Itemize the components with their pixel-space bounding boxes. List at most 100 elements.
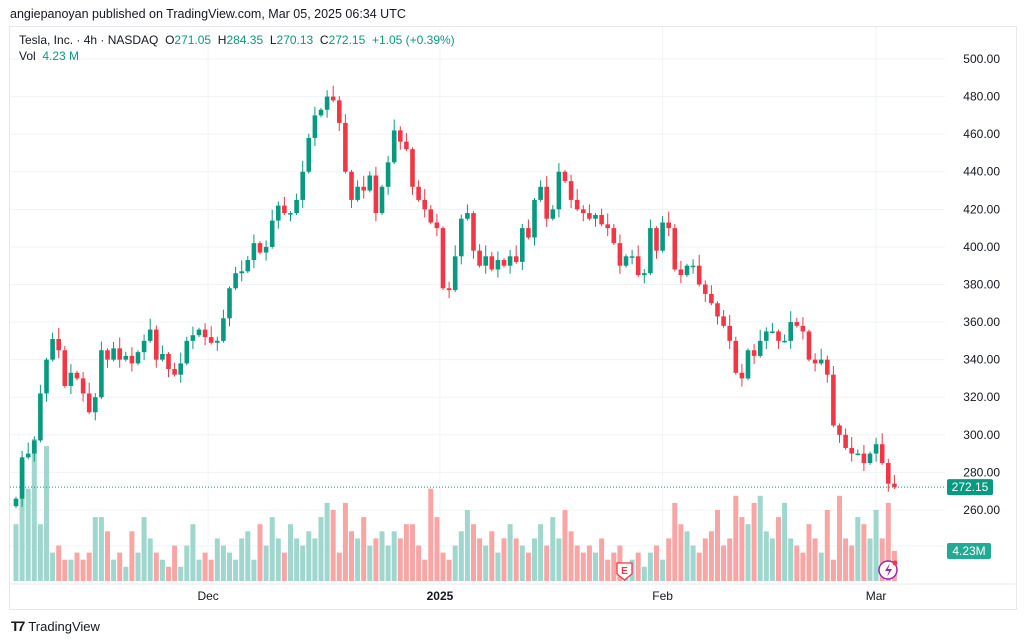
candle-body[interactable] — [373, 175, 379, 214]
candle-body[interactable] — [349, 171, 354, 200]
candle-body[interactable] — [812, 359, 818, 364]
candle-body[interactable] — [135, 352, 141, 364]
candle-body[interactable] — [873, 444, 879, 454]
candle-body[interactable] — [721, 316, 726, 326]
candle-body[interactable] — [208, 337, 214, 343]
earnings-icon[interactable] — [616, 562, 633, 581]
candle-body[interactable] — [532, 199, 537, 238]
candle-body[interactable] — [818, 359, 824, 364]
candle-body[interactable] — [32, 440, 37, 454]
candle-body[interactable] — [849, 447, 854, 454]
candle-body[interactable] — [806, 331, 812, 360]
candle-body[interactable] — [568, 181, 574, 200]
candle-body[interactable] — [324, 96, 330, 110]
candle-body[interactable] — [391, 130, 397, 163]
candle-body[interactable] — [879, 444, 885, 463]
candle-body[interactable] — [257, 243, 263, 253]
candle-body[interactable] — [227, 288, 232, 319]
candle-body[interactable] — [62, 350, 68, 386]
candle-body[interactable] — [684, 265, 690, 276]
candle-body[interactable] — [605, 224, 610, 229]
candle-body[interactable] — [215, 340, 220, 343]
candle-body[interactable] — [489, 256, 495, 270]
candle-body[interactable] — [587, 213, 592, 219]
candle-body[interactable] — [483, 256, 488, 266]
candle-body[interactable] — [86, 393, 92, 413]
candle-body[interactable] — [507, 256, 513, 266]
candle-body[interactable] — [635, 256, 641, 276]
candle-body[interactable] — [178, 363, 183, 375]
candle-body[interactable] — [855, 453, 861, 456]
candle-body[interactable] — [672, 228, 678, 270]
candle-body[interactable] — [611, 228, 617, 244]
candle-body[interactable] — [312, 115, 318, 138]
candle-body[interactable] — [696, 265, 702, 285]
candle-body[interactable] — [800, 325, 806, 332]
candle-body[interactable] — [263, 246, 269, 253]
candle-body[interactable] — [355, 186, 360, 200]
tradingview-brand[interactable]: T7 TradingView — [11, 618, 100, 634]
candle-body[interactable] — [642, 273, 647, 276]
candle-body[interactable] — [19, 457, 25, 499]
candle-body[interactable] — [837, 425, 842, 435]
candle-body[interactable] — [782, 340, 787, 343]
candle-body[interactable] — [599, 214, 604, 225]
candle-body[interactable] — [501, 260, 507, 266]
candle-body[interactable] — [629, 256, 635, 258]
candle-body[interactable] — [416, 186, 421, 200]
candle-body[interactable] — [300, 171, 305, 200]
candle-body[interactable] — [202, 329, 208, 338]
candle-body[interactable] — [288, 213, 293, 215]
candle-body[interactable] — [562, 171, 568, 182]
candle-body[interactable] — [477, 250, 482, 266]
candle-body[interactable] — [495, 260, 501, 270]
candle-body[interactable] — [123, 355, 129, 360]
candle-body[interactable] — [422, 199, 427, 210]
candle-body[interactable] — [452, 256, 458, 291]
candle-body[interactable] — [99, 350, 104, 398]
candle-body[interactable] — [538, 186, 543, 200]
candle-body[interactable] — [166, 354, 171, 370]
candle-body[interactable] — [867, 453, 873, 463]
candle-body[interactable] — [44, 359, 49, 394]
candle-body[interactable] — [245, 260, 251, 272]
candle-body[interactable] — [733, 340, 739, 373]
candle-body[interactable] — [269, 220, 275, 247]
candle-body[interactable] — [678, 269, 684, 276]
candle-body[interactable] — [886, 462, 891, 484]
candle-body[interactable] — [648, 228, 653, 274]
candle-body[interactable] — [745, 350, 751, 379]
candle-body[interactable] — [550, 209, 556, 219]
candle-body[interactable] — [141, 340, 147, 353]
candle-body[interactable] — [154, 329, 159, 360]
candle-body[interactable] — [38, 393, 43, 441]
candle-body[interactable] — [617, 243, 623, 266]
candle-body[interactable] — [434, 222, 440, 229]
candle-body[interactable] — [330, 96, 336, 101]
candle-body[interactable] — [221, 318, 226, 341]
candle-body[interactable] — [574, 199, 580, 210]
candle-body[interactable] — [239, 271, 244, 274]
candle-body[interactable] — [404, 141, 409, 150]
candle-body[interactable] — [446, 288, 452, 291]
candle-body[interactable] — [666, 222, 671, 229]
candle-body[interactable] — [56, 338, 61, 351]
chart-pane[interactable] — [9, 26, 1017, 610]
candle-body[interactable] — [825, 359, 830, 375]
candle-body[interactable] — [776, 331, 781, 341]
candle-body[interactable] — [709, 293, 714, 304]
candle-body[interactable] — [544, 186, 549, 219]
candle-body[interactable] — [398, 130, 403, 142]
candle-body[interactable] — [276, 205, 281, 221]
candle-body[interactable] — [465, 213, 470, 219]
candle-body[interactable] — [233, 273, 238, 289]
candle-body[interactable] — [50, 338, 55, 360]
candle-body[interactable] — [831, 374, 836, 426]
candle-body[interactable] — [13, 498, 19, 507]
candle-body[interactable] — [25, 453, 31, 458]
candle-body[interactable] — [703, 284, 708, 294]
candle-body[interactable] — [843, 434, 848, 448]
candle-body[interactable] — [861, 453, 867, 463]
candle-body[interactable] — [343, 122, 348, 172]
